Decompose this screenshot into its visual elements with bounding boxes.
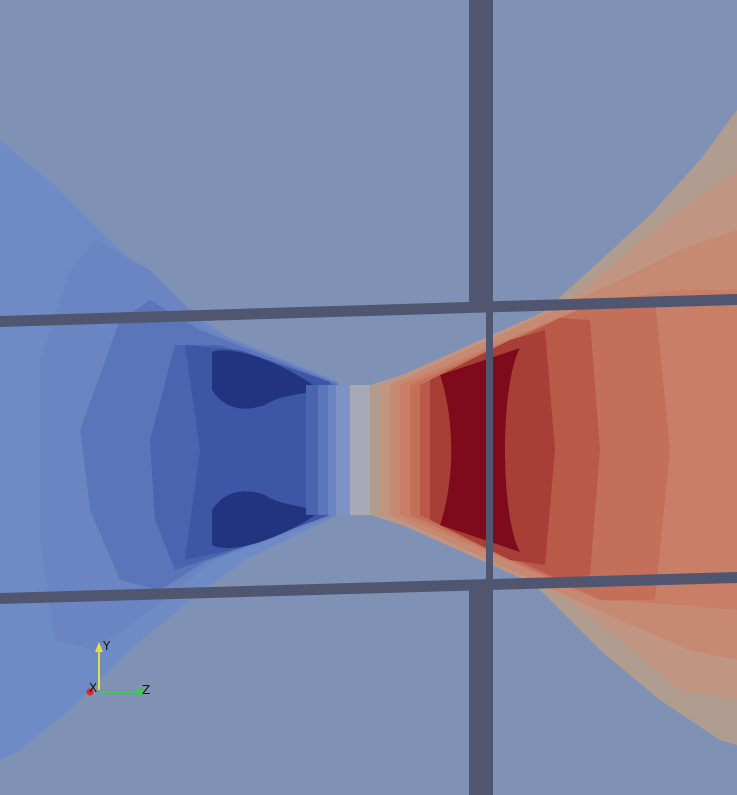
orientation-axes: Y Z X <box>86 639 150 697</box>
cold-lobe <box>0 140 350 760</box>
cold-taper-4 <box>336 385 350 515</box>
cold-core-lower <box>212 491 320 549</box>
z-axis-label: Z <box>142 683 150 697</box>
cold-taper-1 <box>306 385 318 515</box>
grid-line-horizontal-upper <box>0 294 737 327</box>
grid-line-horizontal-lower <box>0 572 737 604</box>
cold-core-upper <box>212 350 320 409</box>
x-axis-label: X <box>89 681 97 695</box>
grid-line-vertical-lower <box>469 588 493 795</box>
z-axis-arrow-icon <box>138 688 148 696</box>
warm-core <box>440 348 520 552</box>
y-axis-label: Y <box>102 639 111 653</box>
grid-line-vertical-main <box>469 0 493 303</box>
grid-line-vertical-inner <box>486 303 493 588</box>
neutral-throat <box>350 385 370 515</box>
x-axis-point <box>86 688 94 696</box>
y-axis-arrow-icon <box>95 642 103 652</box>
cold-taper-3 <box>328 385 336 515</box>
cold-taper-2 <box>318 385 328 515</box>
